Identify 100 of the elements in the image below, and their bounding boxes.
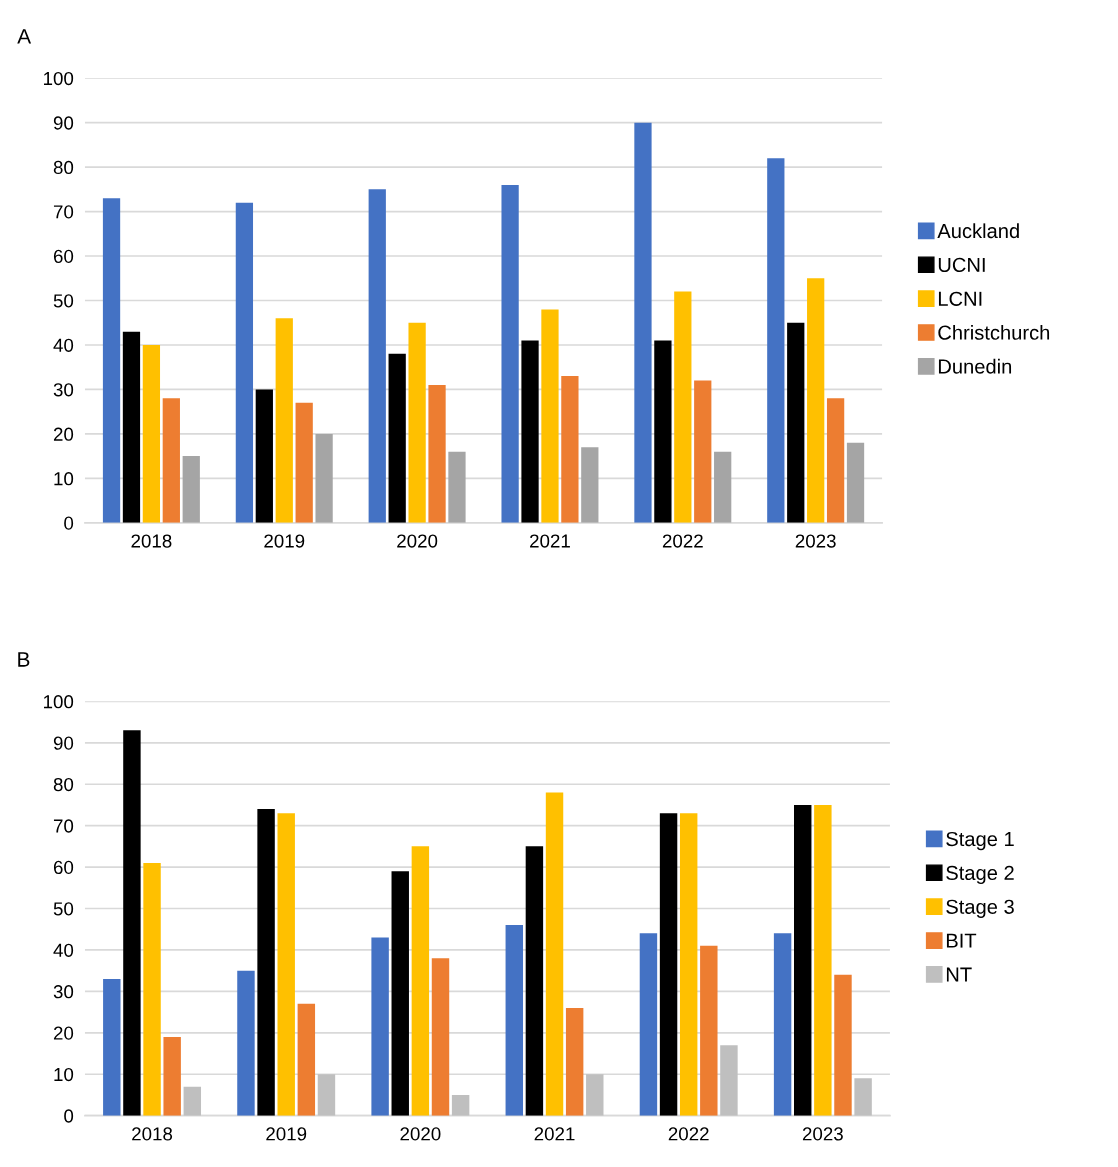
legend-label: Auckland xyxy=(937,223,1019,239)
bar xyxy=(525,846,544,1116)
bar xyxy=(368,189,386,523)
y-tick-label: 100 xyxy=(44,695,74,709)
bar xyxy=(659,813,678,1116)
y-tick-label: 50 xyxy=(53,902,74,916)
y-tick-label: 30 xyxy=(53,985,74,999)
bar xyxy=(183,1086,202,1116)
y-tick-label: 70 xyxy=(53,819,74,833)
bar xyxy=(700,945,718,1116)
bar xyxy=(277,813,295,1116)
bar xyxy=(834,974,852,1116)
bar xyxy=(807,278,825,523)
bar xyxy=(255,389,273,523)
bar xyxy=(411,846,430,1116)
x-tick-label: 2022 xyxy=(662,534,703,548)
bar xyxy=(448,451,466,523)
bar xyxy=(295,402,313,523)
chart-title: A xyxy=(17,29,32,44)
y-tick-label: 90 xyxy=(53,116,74,130)
y-tick-label: 80 xyxy=(53,160,74,175)
y-tick-label: 40 xyxy=(53,338,74,352)
bar xyxy=(586,1074,604,1116)
bar xyxy=(371,937,389,1116)
legend-label: BIT xyxy=(946,933,977,948)
bar xyxy=(162,398,180,523)
bar xyxy=(182,456,200,523)
x-tick-label: 2018 xyxy=(131,534,172,548)
bar xyxy=(767,158,785,523)
bar xyxy=(846,442,865,523)
y-tick-label: 10 xyxy=(54,472,74,486)
bar xyxy=(257,809,275,1116)
legend-label: Stage 2 xyxy=(946,865,1014,885)
bar xyxy=(565,1007,584,1116)
bar xyxy=(545,792,564,1116)
bar xyxy=(123,730,141,1116)
bar xyxy=(634,122,652,523)
y-tick-label: 20 xyxy=(53,1026,74,1040)
bar xyxy=(854,1078,872,1116)
y-tick-label: 20 xyxy=(53,427,74,441)
y-tick-label: 90 xyxy=(53,736,74,750)
bar xyxy=(639,933,658,1116)
x-tick-label: 2021 xyxy=(534,1127,575,1141)
y-tick-label: 0 xyxy=(64,516,74,530)
y-tick-label: 70 xyxy=(53,205,74,219)
bar xyxy=(773,933,792,1116)
bar xyxy=(143,862,161,1116)
bar xyxy=(408,322,426,523)
bar xyxy=(674,291,692,523)
y-tick-label: 10 xyxy=(54,1067,74,1082)
bar xyxy=(275,318,293,523)
bar xyxy=(654,340,672,523)
x-tick-label: 2021 xyxy=(530,534,570,548)
bar xyxy=(317,1074,336,1116)
bar xyxy=(541,309,559,523)
y-tick-label: 60 xyxy=(53,860,74,875)
bar xyxy=(142,344,161,523)
legend-label: Christchurch xyxy=(938,324,1050,340)
y-tick-label: 0 xyxy=(64,1109,74,1123)
bar xyxy=(561,376,579,523)
bar xyxy=(297,1003,316,1116)
legend-label: Stage 1 xyxy=(946,831,1014,851)
bar xyxy=(501,184,519,523)
legend-label: NT xyxy=(946,967,972,982)
legend-label: Dunedin xyxy=(938,358,1012,374)
x-tick-label: 2023 xyxy=(795,534,836,548)
x-tick-label: 2020 xyxy=(397,534,438,548)
bar xyxy=(103,978,121,1116)
bar xyxy=(720,1045,738,1116)
bar xyxy=(391,871,409,1116)
bar xyxy=(315,433,333,523)
bar xyxy=(521,340,539,523)
y-tick-label: 40 xyxy=(53,943,74,957)
bar xyxy=(714,451,732,523)
legend-label: LCNI xyxy=(938,291,982,306)
bar xyxy=(102,198,121,523)
bar xyxy=(428,384,446,523)
y-tick-label: 60 xyxy=(53,249,74,264)
legend-label: Stage 3 xyxy=(946,899,1014,918)
bar xyxy=(451,1094,470,1116)
bar xyxy=(679,813,698,1116)
y-tick-label: 100 xyxy=(44,71,74,86)
bar xyxy=(431,958,450,1116)
x-tick-label: 2018 xyxy=(132,1127,173,1141)
bar xyxy=(814,804,832,1116)
bar xyxy=(122,331,141,523)
bar xyxy=(163,1036,181,1116)
bar xyxy=(694,380,712,523)
x-tick-label: 2023 xyxy=(802,1127,843,1141)
bar xyxy=(388,353,406,523)
x-tick-label: 2019 xyxy=(266,1127,307,1141)
bar xyxy=(787,322,805,523)
bar xyxy=(826,398,845,523)
y-tick-label: 30 xyxy=(53,383,74,397)
x-tick-label: 2019 xyxy=(264,534,305,548)
y-tick-label: 80 xyxy=(53,777,74,792)
bar xyxy=(237,970,255,1116)
bar xyxy=(581,447,599,523)
x-tick-label: 2022 xyxy=(668,1127,709,1141)
bar xyxy=(505,925,523,1116)
